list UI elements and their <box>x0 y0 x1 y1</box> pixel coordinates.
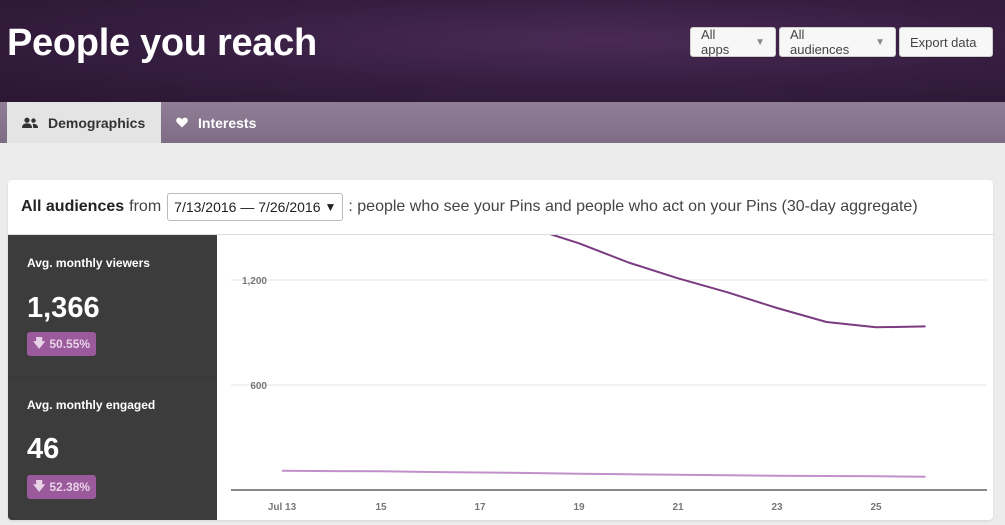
tab-interests-label: Interests <box>198 114 257 131</box>
page-header: People you reach All apps ▼ All audience… <box>0 0 1005 102</box>
page-title: People you reach <box>7 22 317 64</box>
x-tick-label: Jul 13 <box>268 502 297 513</box>
stat-value: 1,366 <box>27 292 100 324</box>
x-tick-label: 21 <box>672 502 684 513</box>
from-label: from <box>129 198 162 215</box>
stat-change-value: 50.55% <box>49 337 91 351</box>
stats-panel: Avg. monthly viewers 1,366 🡇 50.55% Avg.… <box>8 235 217 520</box>
tab-demographics-label: Demographics <box>48 114 146 131</box>
audience-name: All audiences <box>21 198 125 215</box>
x-tick-label: 19 <box>573 502 585 513</box>
date-range-select[interactable]: 7/13/2016 — 7/26/2016 ▼ <box>167 193 344 221</box>
arrow-down-icon: 🡇 <box>33 478 46 493</box>
stat-value: 46 <box>27 433 60 465</box>
x-tick-label: 17 <box>474 502 486 513</box>
chevron-down-icon: ▼ <box>875 36 885 48</box>
x-tick-label: 23 <box>771 502 783 513</box>
arrow-down-icon: 🡇 <box>33 335 46 350</box>
tab-demographics[interactable]: Demographics <box>7 102 161 143</box>
stat-viewers: Avg. monthly viewers 1,366 🡇 50.55% <box>8 235 217 376</box>
caret-down-icon: ▼ <box>324 200 337 214</box>
stat-change-value: 52.38% <box>49 480 91 494</box>
export-data-label: Export data <box>910 34 977 50</box>
series-line-engaged <box>281 469 926 478</box>
tab-interests[interactable]: Interests <box>161 102 271 143</box>
audience-card: All audiences from 7/13/2016 — 7/26/2016… <box>8 180 993 520</box>
stat-label: Avg. monthly engaged <box>27 398 156 412</box>
date-range-value: 7/13/2016 — 7/26/2016 <box>174 199 321 215</box>
x-tick-label: 25 <box>870 502 882 513</box>
y-tick-label: 1,200 <box>242 276 267 287</box>
y-tick-label: 600 <box>250 381 267 392</box>
stat-change-badge: 🡇 52.38% <box>27 475 97 499</box>
chevron-down-icon: ▼ <box>755 36 765 48</box>
people-icon <box>22 117 38 129</box>
x-tick-label: 15 <box>375 502 387 513</box>
export-data-button[interactable]: Export data <box>899 27 993 57</box>
series-line-viewers <box>549 235 926 329</box>
apps-filter-label: All apps <box>701 27 730 57</box>
audience-filter-dropdown[interactable]: All audiences ▼ <box>779 27 896 57</box>
stat-label: Avg. monthly viewers <box>27 256 150 270</box>
audience-filter-label: All audiences <box>790 27 850 57</box>
apps-filter-dropdown[interactable]: All apps ▼ <box>690 27 776 57</box>
card-header: All audiences from 7/13/2016 — 7/26/2016… <box>8 180 993 235</box>
tab-bar: Demographics Interests <box>0 102 1005 143</box>
stat-change-badge: 🡇 50.55% <box>27 332 97 356</box>
card-description: : people who see your Pins and people wh… <box>348 198 918 215</box>
stat-engaged: Avg. monthly engaged 46 🡇 52.38% <box>8 378 217 520</box>
heart-icon <box>176 117 188 128</box>
